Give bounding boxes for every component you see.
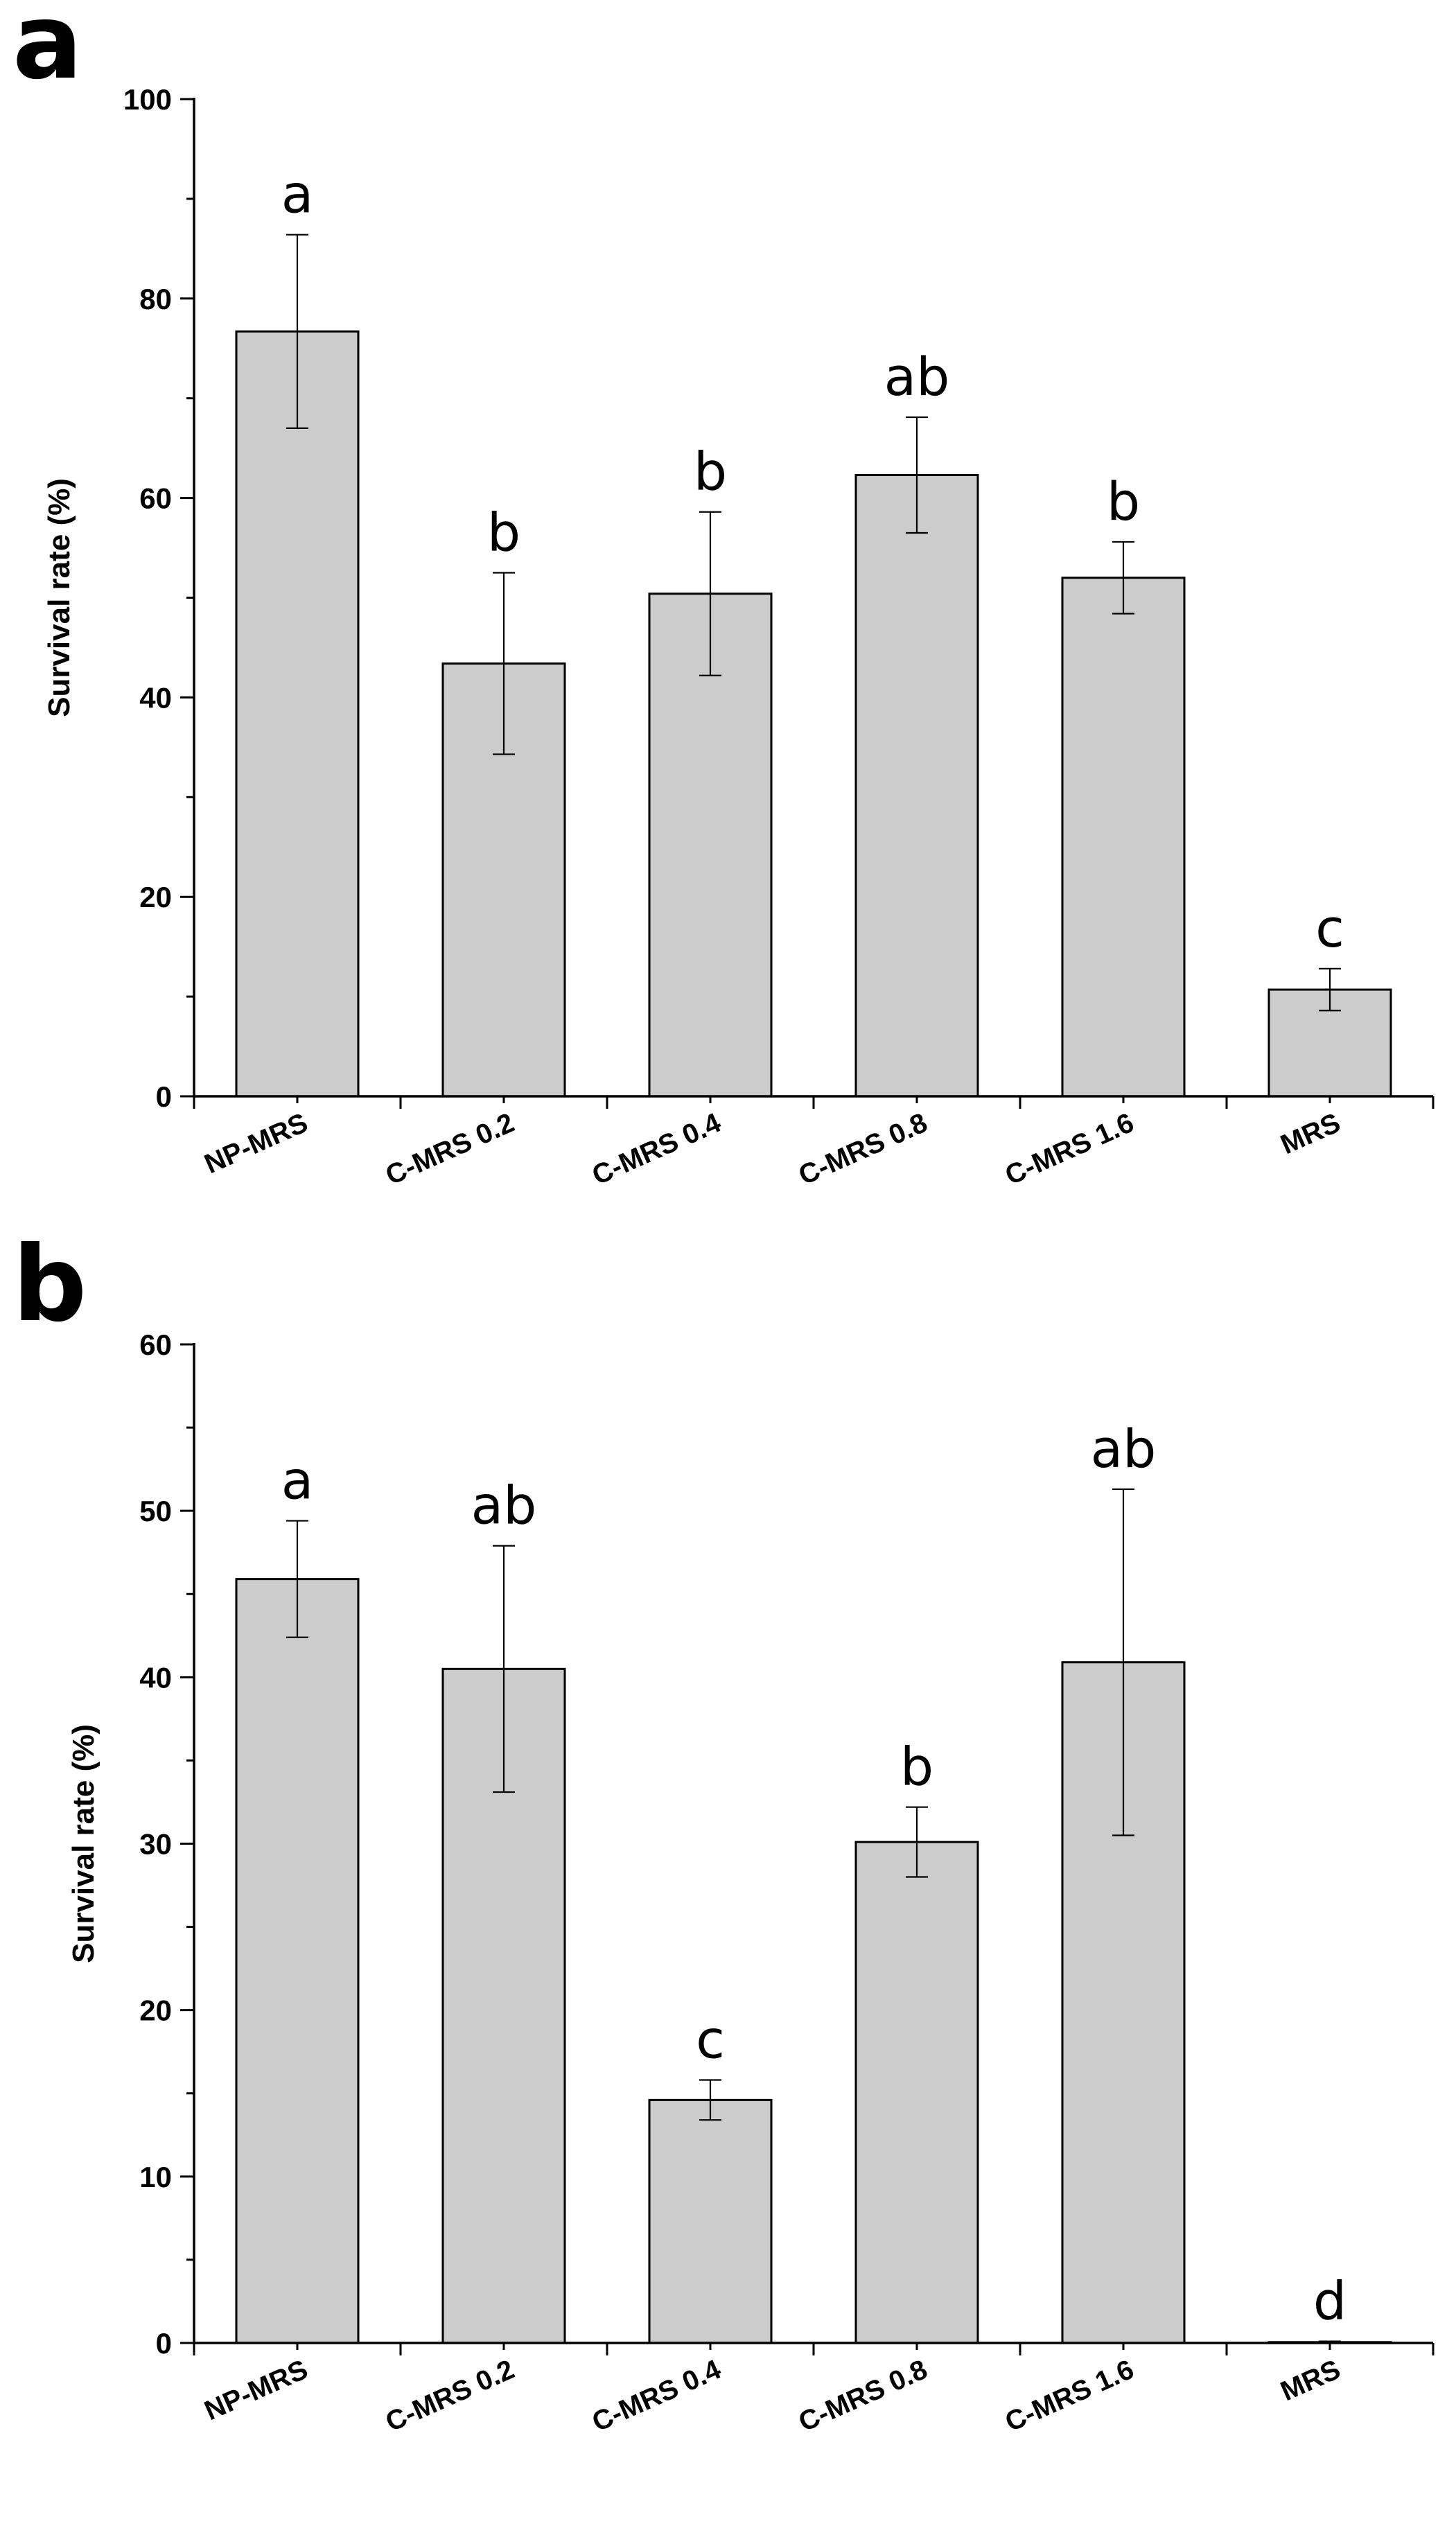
bar	[235, 330, 360, 1098]
category-label: C-MRS 0.4	[588, 1107, 726, 1191]
significance-label: b	[1107, 471, 1140, 532]
significance-label: b	[900, 1736, 933, 1798]
significance-label: d	[1313, 2270, 1347, 2332]
category-label: C-MRS 0.4	[588, 2354, 726, 2438]
significance-label: ab	[471, 1475, 537, 1536]
category-label: C-MRS 0.8	[794, 1107, 932, 1191]
bar	[648, 592, 773, 1098]
error-bar	[906, 416, 928, 534]
bar	[1061, 577, 1186, 1098]
y-tick-label: 50	[139, 1495, 172, 1527]
panel-letter: b	[12, 1224, 87, 1345]
significance-label: ab	[1091, 1418, 1157, 1480]
y-tick-label: 100	[123, 83, 172, 116]
category-label: NP-MRS	[200, 1107, 313, 1179]
error-bar	[1112, 541, 1134, 615]
significance-label: c	[696, 2009, 725, 2071]
category-label: C-MRS 1.6	[1001, 1107, 1139, 1191]
bar	[648, 2098, 773, 2344]
bar	[235, 1578, 360, 2344]
y-axis-title: Survival rate (%)	[67, 1724, 100, 1963]
significance-label: b	[487, 502, 520, 563]
y-tick-label: 0	[156, 2327, 172, 2360]
bar	[854, 474, 979, 1098]
error-bar	[1112, 1488, 1134, 1836]
error-bar	[493, 572, 515, 755]
category-label: C-MRS 0.8	[794, 2354, 932, 2438]
panel-letter: a	[12, 0, 82, 103]
y-tick-label: 20	[139, 881, 172, 913]
category-label: C-MRS 1.6	[1001, 2354, 1139, 2438]
significance-label: b	[694, 441, 727, 502]
error-bar	[699, 511, 721, 676]
y-tick-label: 60	[139, 482, 172, 515]
error-bar	[493, 1545, 515, 1793]
category-label: MRS	[1277, 2354, 1345, 2407]
chart-panel-b: b a NP-MRS ab C-MRS 0.2 c C-MRS 0.4 b C-MRS 0.8 a…	[12, 1224, 1435, 2438]
category-label: NP-MRS	[200, 2354, 313, 2426]
error-bar	[699, 2079, 721, 2121]
y-tick-label: 30	[139, 1828, 172, 1861]
y-axis-title: Survival rate (%)	[42, 478, 76, 717]
y-tick-label: 10	[139, 2161, 172, 2193]
error-bar	[286, 234, 308, 429]
y-tick-label: 60	[139, 1328, 172, 1361]
error-bar	[1319, 967, 1341, 1012]
chart-panel-a: a a NP-MRS b C-MRS 0.2 b C-MRS 0.4 ab C-MRS 0.8 b…	[12, 0, 1435, 1191]
y-tick-label: 40	[139, 681, 172, 714]
significance-label: c	[1315, 897, 1344, 959]
error-bar	[906, 1806, 928, 1878]
bar	[854, 1841, 979, 2344]
error-bar	[286, 1520, 308, 1638]
category-label: C-MRS 0.2	[381, 1107, 519, 1191]
category-label: MRS	[1277, 1107, 1345, 1160]
y-tick-label: 20	[139, 1994, 172, 2027]
y-tick-label: 40	[139, 1661, 172, 1694]
category-label: C-MRS 0.2	[381, 2354, 519, 2438]
significance-label: a	[281, 1450, 314, 1511]
y-tick-label: 80	[139, 283, 172, 315]
significance-label: ab	[884, 346, 950, 407]
significance-label: a	[281, 164, 314, 225]
y-tick-label: 0	[156, 1080, 172, 1113]
